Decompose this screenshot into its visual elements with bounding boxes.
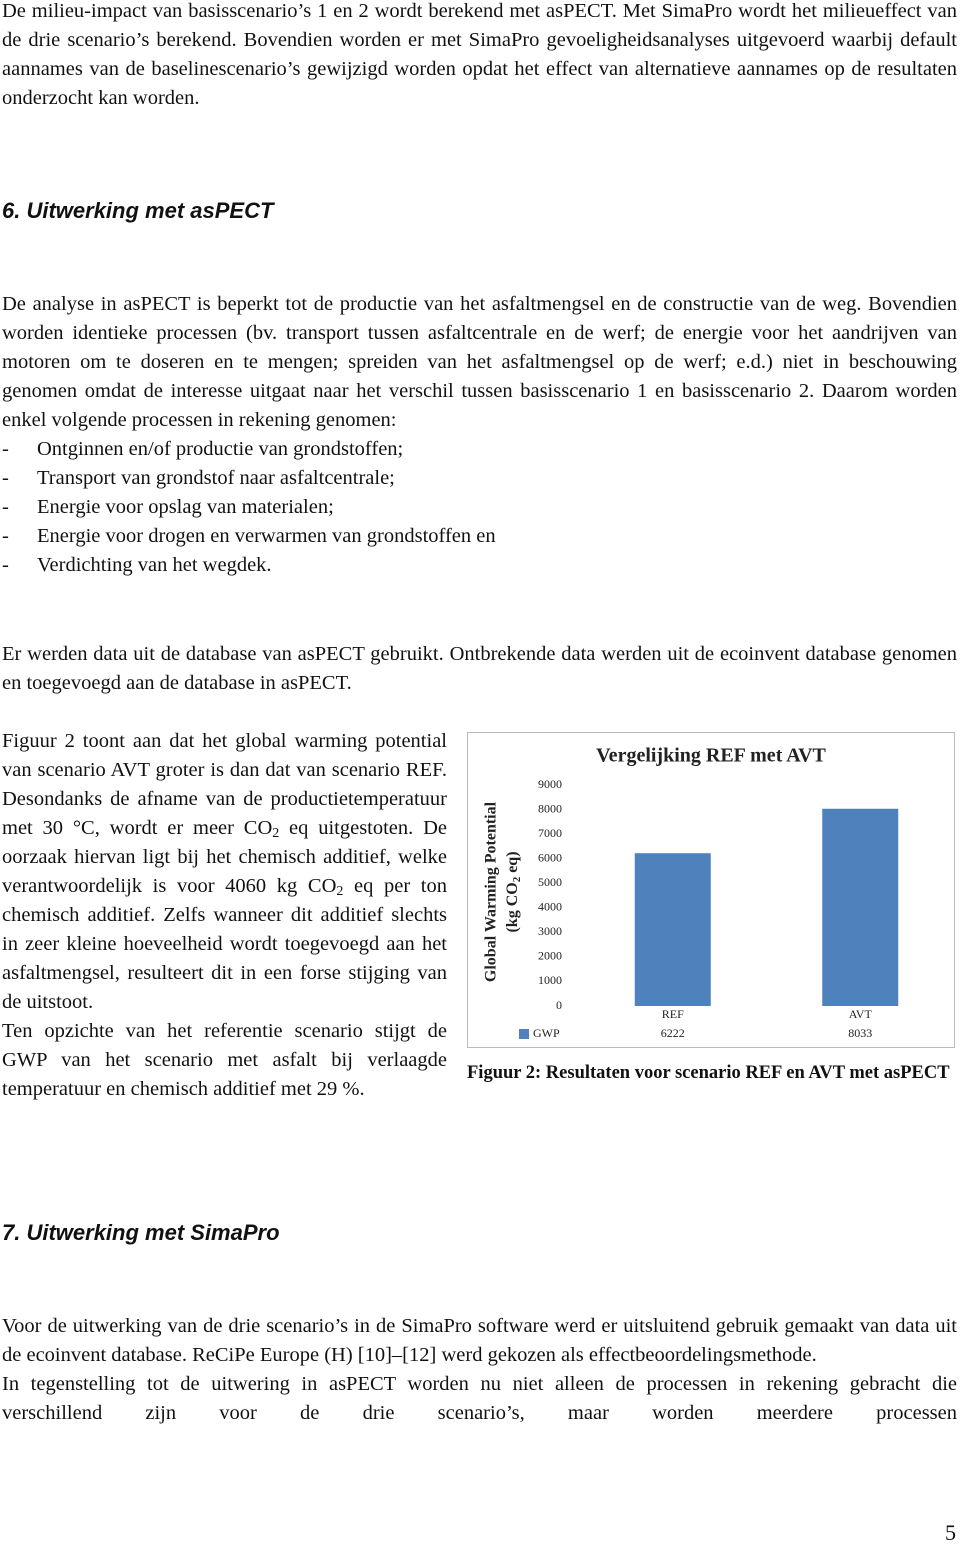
y-tick-label: 1000 [538, 973, 562, 987]
paragraph: De analyse in asPECT is beperkt tot de p… [2, 290, 957, 580]
subscript: 2 [272, 826, 280, 841]
paragraph: Voor de uitwerking van de drie scenario’… [2, 1312, 957, 1428]
text-run: Figuur 2 toont aan dat het global warmin… [2, 730, 447, 839]
legend-swatch [519, 1029, 529, 1039]
list-marker: - [2, 496, 9, 518]
list-text: Verdichting van het wegdek. [37, 554, 272, 576]
page-number: 5 [945, 1520, 956, 1545]
list-text: Transport van grondstof naar asfaltcentr… [37, 467, 395, 489]
list-marker: - [2, 467, 9, 489]
y-tick-label: 4000 [538, 900, 562, 914]
data-table-value: 6222 [661, 1026, 685, 1040]
bar [634, 853, 711, 1006]
list-item: - Verdichting van het wegdek. [2, 551, 957, 580]
figure-text: Figuur 2 toont aan dat het global warmin… [2, 727, 957, 1017]
data-source: Er werden data uit de database van asPEC… [2, 643, 957, 694]
heading: 6. Uitwerking met asPECT [2, 198, 274, 223]
y-tick-label: 5000 [538, 875, 562, 889]
y-tick-label: 7000 [538, 826, 562, 840]
simapro-intro: Voor de uitwerking van de drie scenario’… [2, 1315, 957, 1366]
y-tick-label: 9000 [538, 777, 562, 791]
gwp-increase: Ten opzichte van het referentie scenario… [2, 1020, 447, 1100]
process-list: - Ontginnen en/of productie van grondstof… [2, 435, 957, 580]
y-tick-label: 3000 [538, 924, 562, 938]
simapro-processes: In tegenstelling tot de uitwering in asP… [2, 1373, 957, 1424]
chart-title: Vergelijking REF met AVT [596, 745, 826, 767]
list-item: - Energie voor drogen en verwarmen van gr… [2, 522, 957, 551]
section: 7. Uitwerking met SimaPro [2, 1218, 957, 1247]
list-item: - Transport van grondstof naar asfaltcent… [2, 464, 957, 493]
section: 6. Uitwerking met asPECT [2, 196, 957, 225]
list-text: Energie voor drogen en verwarmen van gro… [37, 525, 496, 547]
y-axis-title: Global Warming Potential [483, 801, 500, 982]
list-item: - Ontginnen en/of productie van grondstof… [2, 435, 957, 464]
x-tick-label: AVT [849, 1007, 873, 1021]
aspect-intro: De analyse in asPECT is beperkt tot de p… [2, 293, 957, 431]
y-axis-unit: (kg CO2 eq) [504, 851, 523, 932]
data-table-value: 8033 [848, 1026, 872, 1040]
paragraph: De milieu-impact van basisscenario’s 1 e… [2, 0, 957, 113]
y-tick-label: 8000 [538, 801, 562, 815]
y-tick-label: 0 [556, 998, 562, 1012]
text-run: eq per ton chemisch additief. Zelfs wann… [2, 875, 447, 1013]
list-marker: - [2, 438, 9, 460]
x-tick-label: REF [662, 1007, 684, 1021]
figure: Vergelijking REF met AVT Global Warming … [467, 727, 957, 1133]
list-item: - Energie voor opslag van materialen; [2, 493, 957, 522]
figure-caption: Figuur 2: Resultaten voor scenario REF e… [467, 1063, 950, 1083]
heading: 7. Uitwerking met SimaPro [2, 1220, 280, 1245]
legend-label: GWP [533, 1026, 560, 1040]
list-text: Ontginnen en/of productie van grondstoff… [37, 438, 404, 460]
chart: Vergelijking REF met AVT Global Warming … [467, 732, 955, 1048]
list-marker: - [2, 525, 9, 547]
list-marker: - [2, 554, 9, 576]
unit-text: eq) [504, 851, 521, 876]
unit-text: (kg CO [504, 882, 521, 932]
intro: De milieu-impact van basisscenario’s 1 e… [2, 0, 957, 109]
list-text: Energie voor opslag van materialen; [37, 496, 334, 518]
subscript: 2 [336, 884, 344, 899]
paragraph: Er werden data uit de database van asPEC… [2, 640, 957, 698]
figure-section: Vergelijking REF met AVT Global Warming … [2, 727, 957, 1133]
y-tick-label: 6000 [538, 850, 562, 864]
unit-subscript: 2 [511, 876, 523, 882]
bar [822, 808, 899, 1006]
y-tick-label: 2000 [538, 949, 562, 963]
text-run: eq uitgestoten. De oorzaak hiervan ligt … [2, 817, 447, 897]
